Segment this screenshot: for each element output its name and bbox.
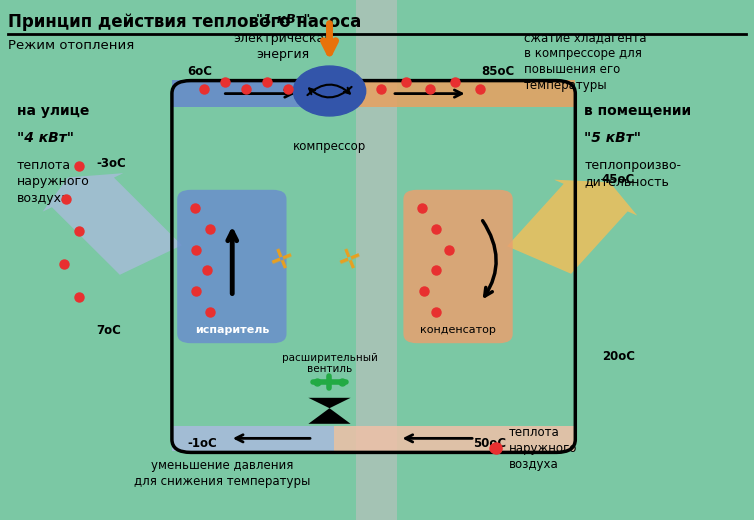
Circle shape [293,66,366,116]
Text: 45оС: 45оС [602,173,635,186]
Text: электрическая
энергия: электрическая энергия [234,32,332,61]
Text: конденсатор: конденсатор [421,326,496,335]
FancyArrow shape [43,173,182,275]
Text: теплота
наружного
воздуха: теплота наружного воздуха [17,159,89,204]
FancyBboxPatch shape [403,190,513,343]
Bar [172,80,330,107]
Bar [330,80,575,107]
Text: теплопроизво-
дительность: теплопроизво- дительность [584,159,682,188]
Text: 50оС: 50оС [474,437,507,449]
Text: "1 кВт": "1 кВт" [256,13,310,26]
Text: на улице: на улице [17,104,89,118]
Text: 20оС: 20оС [602,350,635,363]
FancyArrow shape [507,180,637,274]
Polygon shape [308,398,351,408]
Text: 7оС: 7оС [97,323,121,337]
Text: уменьшение давления
для снижения температуры: уменьшение давления для снижения темпера… [134,459,311,488]
Text: "5 кВт": "5 кВт" [584,131,642,145]
Text: 85оС: 85оС [481,65,514,78]
Text: расширительный
вентиль: расширительный вентиль [281,353,378,374]
Text: -1оС: -1оС [187,437,216,449]
FancyBboxPatch shape [177,190,287,343]
Text: -3оС: -3оС [97,158,126,171]
Bar [172,426,334,451]
Text: "4 кВт": "4 кВт" [17,131,74,145]
Text: Режим отопления: Режим отопления [8,39,133,52]
Text: в помещении: в помещении [584,104,691,118]
Text: компрессор: компрессор [293,140,366,153]
Text: теплота
наружного
воздуха: теплота наружного воздуха [509,426,578,471]
Polygon shape [308,408,351,424]
Bar [334,426,575,451]
Text: сжатие хладагента
в компрессоре для
повышения его
температуры: сжатие хладагента в компрессоре для повы… [524,31,646,92]
Text: ✛: ✛ [267,243,299,277]
Text: испаритель: испаритель [195,326,269,335]
Text: Принцип действия теплового насоса: Принцип действия теплового насоса [8,13,361,31]
Bar [356,0,397,520]
Text: 6оС: 6оС [187,65,212,78]
Text: ✛: ✛ [335,243,366,277]
